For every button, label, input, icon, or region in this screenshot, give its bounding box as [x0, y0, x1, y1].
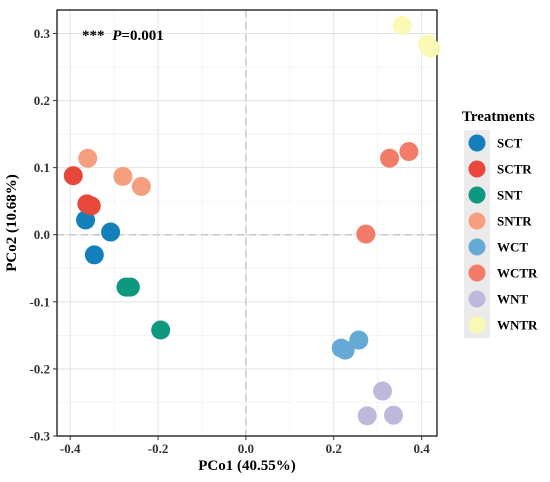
point-wct	[335, 340, 355, 360]
legend-items: SCT SCTR SNT SNTR WCT WCTR WNT WNTR	[464, 130, 538, 338]
legend-label-wntr: WNTR	[497, 318, 538, 333]
point-snt	[151, 320, 171, 340]
legend-label-snt: SNT	[497, 188, 523, 203]
x-tick-label: 0.2	[326, 441, 342, 456]
plot-frame	[56, 9, 438, 437]
legend-key-snt	[468, 186, 486, 204]
p-value: =0.001	[121, 28, 163, 44]
x-tick-label: 0.4	[413, 441, 430, 456]
y-tick-label: 0.0	[34, 227, 50, 242]
legend-label-wnt: WNT	[497, 292, 528, 307]
point-snt	[120, 277, 140, 297]
legend-key-wntr	[468, 316, 486, 334]
point-sntr	[113, 166, 133, 186]
point-sctr	[63, 166, 83, 186]
point-wctr	[356, 224, 376, 244]
significance-annotation: *** P=0.001	[82, 28, 164, 44]
legend: Treatments SCT SCTR SNT SNTR WCT WCTR WNT WNTR	[462, 109, 538, 338]
grid	[57, 10, 437, 437]
legend-key-wct	[468, 238, 486, 256]
legend-label-wct: WCT	[497, 240, 528, 255]
x-tick-label: 0.0	[238, 441, 254, 456]
point-sct	[101, 222, 121, 242]
point-wntr	[392, 15, 412, 35]
legend-label-sctr: SCTR	[497, 162, 532, 177]
legend-key-sct	[468, 134, 486, 152]
point-sct	[84, 245, 104, 265]
y-tick-label: -0.1	[29, 294, 50, 309]
legend-label-sct: SCT	[497, 136, 523, 151]
legend-title: Treatments	[462, 109, 535, 125]
legend-key-wctr	[468, 264, 486, 282]
axis-ticks: -0.4 -0.2 0.0 0.2 0.4 -0.3 -0.2 -0.1 0.0 0.1 0.2 0.…	[29, 26, 430, 456]
legend-label-sntr: SNTR	[497, 214, 532, 229]
legend-key-sctr	[468, 160, 486, 178]
point-wnt	[373, 381, 393, 401]
point-wctr	[399, 142, 419, 162]
y-tick-label: -0.3	[29, 429, 50, 444]
legend-label-wctr: WCTR	[497, 266, 538, 281]
y-tick-label: 0.3	[34, 26, 51, 41]
point-wnt	[384, 405, 404, 425]
point-sntr	[78, 148, 98, 168]
p-symbol: P	[112, 28, 122, 44]
y-tick-label: 0.1	[34, 160, 50, 175]
point-wct	[349, 330, 369, 350]
plot-background	[57, 10, 437, 436]
x-axis-title: PCo1 (40.55%)	[198, 458, 296, 474]
y-tick-label: -0.2	[29, 361, 50, 376]
point-sctr	[81, 196, 101, 216]
point-wntr	[420, 38, 440, 58]
x-tick-label: -0.2	[148, 441, 169, 456]
data-points	[63, 15, 440, 426]
y-tick-label: 0.2	[34, 93, 50, 108]
x-tick-label: -0.4	[60, 441, 81, 456]
legend-key-sntr	[468, 212, 486, 230]
point-sntr	[131, 176, 151, 196]
point-wctr	[380, 148, 400, 168]
point-wnt	[357, 406, 377, 426]
y-axis-title: PCo2 (10.68%)	[4, 174, 20, 272]
significance-stars: ***	[82, 28, 105, 44]
legend-key-wnt	[468, 290, 486, 308]
